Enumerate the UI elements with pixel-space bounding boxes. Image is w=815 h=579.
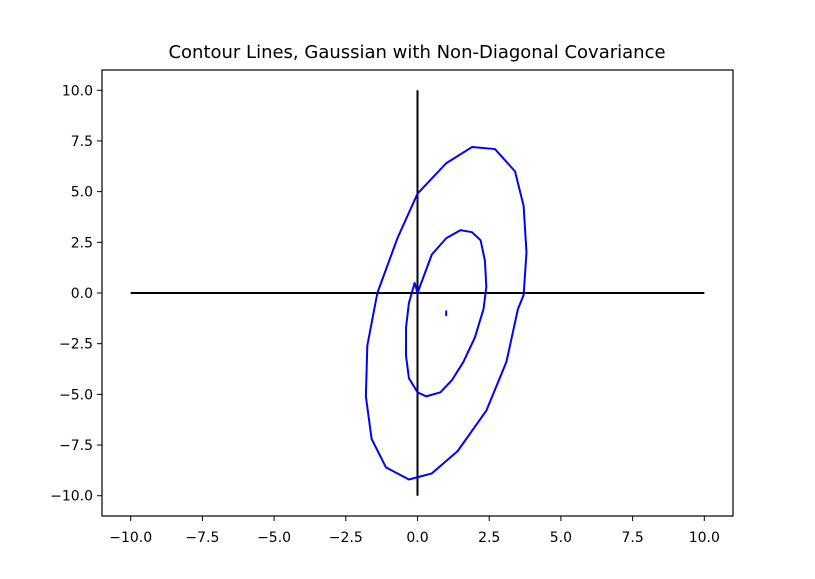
chart-title: Contour Lines, Gaussian with Non-Diagona…: [168, 42, 665, 63]
y-axis-ticks: 10.0 7.5 5.0 2.5 0.0 −2.5 −5.0 −7.5 −10.0: [50, 83, 102, 505]
y-tick-label: 0.0: [71, 286, 93, 302]
x-tick-label: −10.0: [109, 530, 152, 546]
x-tick-label: 5.0: [550, 530, 572, 546]
x-tick-label: 7.5: [621, 530, 643, 546]
y-tick-label: −10.0: [50, 489, 93, 505]
x-tick-label: 0.0: [406, 530, 428, 546]
y-tick-label: −7.5: [59, 438, 93, 454]
contour-line-3: [364, 146, 528, 481]
y-tick-label: 2.5: [71, 235, 93, 251]
y-tick-label: −2.5: [59, 337, 93, 353]
axes-frame: [101, 69, 734, 517]
y-tick-label: −5.0: [59, 387, 93, 403]
contour-line-2: [405, 229, 488, 398]
x-tick-label: −7.5: [185, 530, 219, 546]
x-tick-label: 10.0: [689, 530, 720, 546]
x-tick-label: −2.5: [329, 530, 363, 546]
y-tick-label: 5.0: [71, 185, 93, 201]
x-axis-ticks: −10.0 −7.5 −5.0 −2.5 0.0 2.5 5.0 7.5 10.0: [109, 516, 720, 546]
x-tick-label: −5.0: [257, 530, 291, 546]
plot-area: [130, 90, 705, 496]
y-tick-label: 10.0: [62, 83, 93, 99]
y-tick-label: 7.5: [71, 134, 93, 150]
x-tick-label: 2.5: [478, 530, 500, 546]
